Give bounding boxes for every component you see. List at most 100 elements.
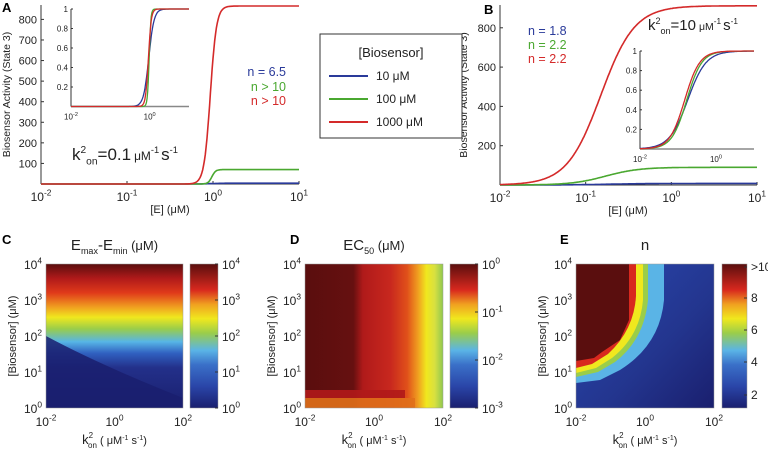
tick-label: 100	[283, 400, 301, 416]
text-part: EC	[343, 237, 364, 254]
text-part: -1	[589, 189, 597, 199]
heatmap-band	[305, 390, 405, 398]
y-tick-label: 800	[478, 23, 496, 35]
y-tick-label: 300	[19, 117, 37, 129]
text-part: on	[619, 441, 628, 450]
text-part: 10	[222, 330, 236, 344]
inset-y-tick-label: 0.6	[57, 44, 69, 53]
text-part: 10	[434, 415, 448, 429]
y-tick-label: 100	[19, 158, 37, 170]
text-part: 0	[37, 400, 42, 410]
text-part: 3	[235, 292, 240, 302]
text-part: 10	[636, 415, 650, 429]
tick-label: 103	[283, 292, 301, 308]
inset-y-tick-label: 1	[64, 5, 69, 14]
hill-coefficient-label: n > 10	[251, 80, 286, 94]
text-part: 0	[676, 189, 681, 199]
tick-label: 100	[554, 400, 572, 416]
y-tick-label: 600	[478, 62, 496, 74]
text-part: -E	[98, 237, 113, 254]
text-part: -2	[73, 112, 78, 118]
text-part: 10	[710, 155, 719, 164]
text-part: )	[403, 435, 407, 447]
text-part: 2	[296, 328, 301, 338]
text-part: 1	[567, 364, 572, 374]
text-part: 4	[37, 256, 42, 266]
tick-label: 100	[204, 188, 222, 204]
text-part: -2	[495, 352, 503, 362]
text-part: 10	[283, 366, 297, 380]
text-part: 10	[31, 190, 45, 204]
tick-label: 100	[662, 189, 680, 205]
tick-label: 101	[554, 364, 572, 380]
colorbar-tick-label: 10-1	[482, 304, 503, 320]
text-part: 10	[554, 258, 568, 272]
text-part: 10	[290, 190, 304, 204]
text-part: 10	[490, 191, 504, 205]
colorbar-tick-label: 8	[751, 291, 758, 305]
text-part: 10	[24, 366, 38, 380]
text-part: (μM)	[374, 238, 405, 253]
text-part: 50	[364, 246, 374, 256]
text-part: 10	[482, 354, 496, 368]
text-part: 10	[222, 366, 236, 380]
text-part: -1	[382, 435, 388, 442]
text-part: 3	[37, 292, 42, 302]
text-part: -1	[130, 188, 138, 198]
legend: [Biosensor] 10 μM 100 μM 1000 μM	[319, 33, 463, 139]
inset-series-line-2	[71, 8, 189, 108]
hill-coefficient-label: n = 1.8	[528, 24, 567, 38]
text-part: on	[661, 26, 671, 36]
text-part: 2	[447, 413, 452, 423]
colorbar	[449, 263, 479, 409]
tick-label: 10-2	[36, 413, 57, 429]
hill-coefficient-label: n > 10	[251, 94, 286, 108]
text-part: 0	[495, 256, 500, 266]
inset-y-tick-label: 0.4	[57, 64, 69, 73]
inset-x-tick-label: 10-2	[64, 112, 78, 122]
legend-title: [Biosensor]	[358, 45, 423, 60]
hill-coefficient-label: n = 6.5	[247, 65, 286, 79]
hill-coefficient-label: n = 2.2	[528, 38, 567, 52]
text-part: k	[613, 432, 620, 447]
heatmap-low-region	[46, 336, 183, 408]
text-part: -2	[49, 413, 57, 423]
text-part: 10	[144, 113, 153, 122]
text-part: 2	[348, 431, 353, 440]
inset-background	[71, 7, 189, 107]
text-part: μM	[134, 149, 151, 163]
text-part: 10	[283, 294, 297, 308]
text-part: 0	[296, 400, 301, 410]
text-part: 2	[619, 431, 624, 440]
inset-x-tick-label: 100	[144, 112, 156, 122]
colorbar-tick-label: 100	[222, 400, 240, 416]
text-part: -1	[653, 435, 659, 442]
colorbar-tick-label: 100	[482, 256, 500, 272]
text-part: =0.1	[98, 145, 132, 164]
text-part: on	[88, 441, 97, 450]
tick-label: 102	[24, 328, 42, 344]
tick-label: 103	[24, 292, 42, 308]
text-part: 3	[567, 292, 572, 302]
legend-label: 1000 μM	[376, 115, 423, 129]
text-part: )	[143, 435, 147, 447]
text-part: 1	[296, 364, 301, 374]
text-part: 0	[649, 413, 654, 423]
text-part: 10	[283, 258, 297, 272]
text-part: 0	[378, 413, 383, 423]
y-tick-label: 400	[19, 97, 37, 109]
kon-annotation: k2on=0.1 μM-1 s-1	[72, 145, 178, 167]
text-part: k	[82, 432, 89, 447]
text-part: n	[641, 237, 649, 254]
text-part: 2	[656, 16, 661, 26]
plot-frame	[575, 263, 715, 409]
inset-y-tick-label: 0.2	[626, 125, 638, 134]
x-axis-label: k2 on ( μM-1 s-1)	[613, 431, 678, 450]
tick-label: 101	[748, 189, 766, 205]
colorbar-tick-label: 10-2	[482, 352, 503, 368]
text-part: 10	[554, 330, 568, 344]
text-part: =10	[671, 17, 696, 34]
text-part: -1	[137, 435, 143, 442]
tick-label: 10-1	[575, 189, 596, 205]
tick-label: 102	[174, 413, 192, 429]
